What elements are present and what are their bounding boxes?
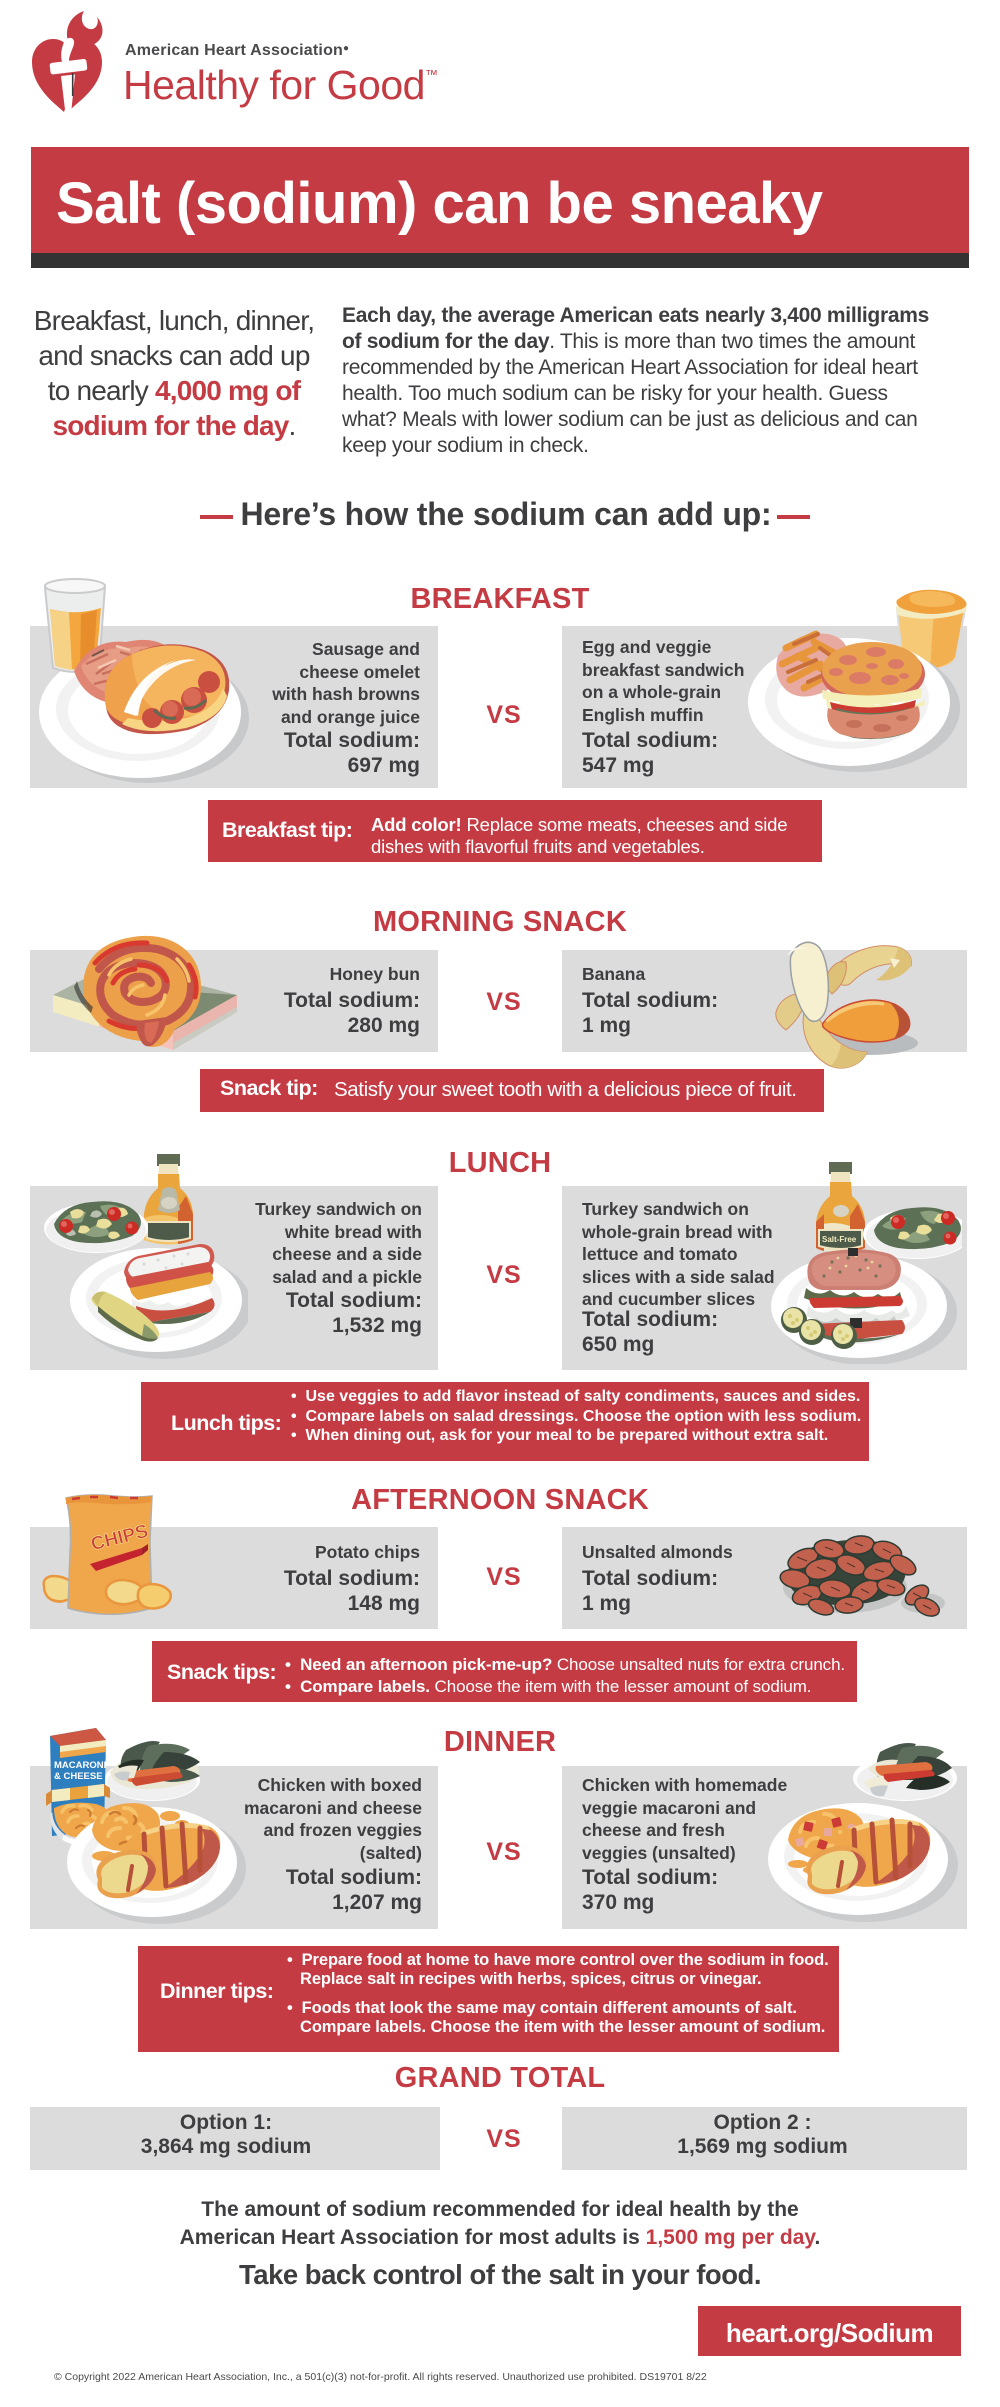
svg-text:& CHEESE: & CHEESE [54,1771,103,1782]
svg-text:Salt-Free: Salt-Free [822,1235,857,1244]
svg-text:MACARONI: MACARONI [54,1760,106,1771]
